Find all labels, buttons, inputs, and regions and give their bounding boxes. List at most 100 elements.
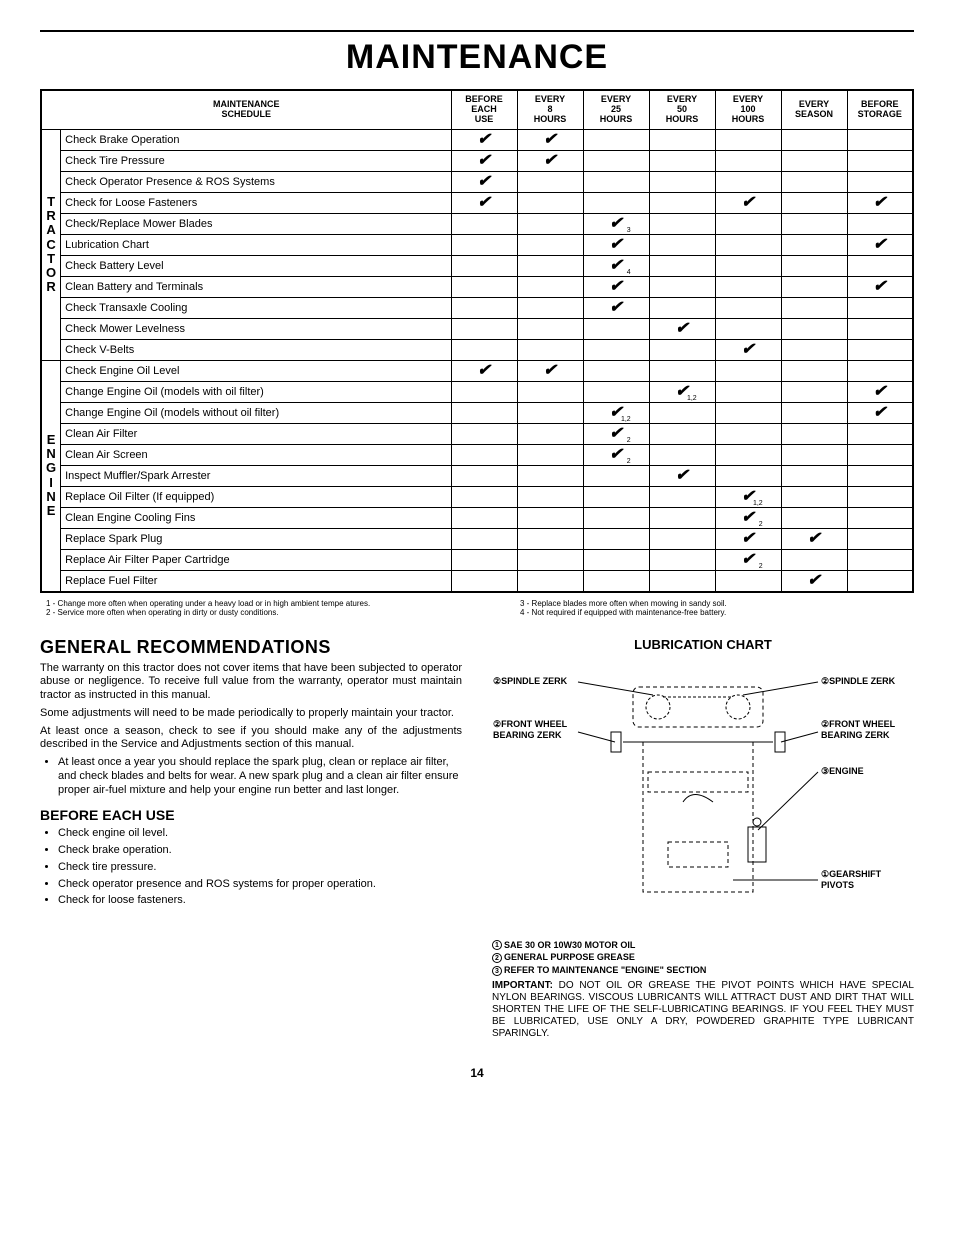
before-item: Check for loose fasteners. xyxy=(58,894,462,908)
gen-rec-bullet: At least once a year you should replace … xyxy=(58,756,462,797)
task-label: Replace Air Filter Paper Cartridge xyxy=(61,549,451,570)
task-label: Check Operator Presence & ROS Systems xyxy=(61,171,451,192)
schedule-cell xyxy=(517,213,583,234)
schedule-cell xyxy=(715,465,781,486)
schedule-cell xyxy=(451,465,517,486)
schedule-cell xyxy=(451,507,517,528)
col-every-100: EVERY100HOURS xyxy=(715,90,781,129)
schedule-cell: ✔2 xyxy=(715,549,781,570)
schedule-cell xyxy=(649,444,715,465)
schedule-cell: ✔1,2 xyxy=(715,486,781,507)
gen-rec-p3: At least once a season, check to see if … xyxy=(40,725,462,753)
schedule-cell xyxy=(451,339,517,360)
schedule-cell xyxy=(583,129,649,150)
schedule-cell xyxy=(649,528,715,549)
schedule-cell xyxy=(583,486,649,507)
schedule-cell xyxy=(451,570,517,592)
schedule-cell xyxy=(583,570,649,592)
schedule-cell xyxy=(649,192,715,213)
schedule-cell xyxy=(517,507,583,528)
footnote-4: 4 - Not required if equipped with mainte… xyxy=(520,608,914,617)
task-label: Check V-Belts xyxy=(61,339,451,360)
schedule-cell xyxy=(649,234,715,255)
schedule-cell xyxy=(649,171,715,192)
schedule-cell xyxy=(847,528,913,549)
schedule-cell: ✔ xyxy=(847,276,913,297)
schedule-cell xyxy=(517,423,583,444)
gen-rec-p2: Some adjustments will need to be made pe… xyxy=(40,707,462,721)
lubrication-diagram: ②SPINDLE ZERK ②SPINDLE ZERK ②FRONT WHEEL… xyxy=(493,662,913,932)
schedule-cell xyxy=(517,444,583,465)
schedule-cell: ✔ xyxy=(451,192,517,213)
schedule-cell xyxy=(715,234,781,255)
schedule-cell xyxy=(583,360,649,381)
schedule-cell xyxy=(847,360,913,381)
schedule-cell xyxy=(451,318,517,339)
schedule-cell xyxy=(649,150,715,171)
schedule-cell xyxy=(517,570,583,592)
col-every-8: EVERY8HOURS xyxy=(517,90,583,129)
schedule-cell xyxy=(781,465,847,486)
schedule-cell xyxy=(781,234,847,255)
schedule-cell xyxy=(847,423,913,444)
schedule-cell xyxy=(649,255,715,276)
task-label: Lubrication Chart xyxy=(61,234,451,255)
schedule-cell xyxy=(517,318,583,339)
schedule-cell xyxy=(583,465,649,486)
schedule-cell xyxy=(781,507,847,528)
category-engine: ENGINE xyxy=(41,360,61,592)
schedule-cell xyxy=(781,297,847,318)
before-list: Check engine oil level.Check brake opera… xyxy=(58,827,462,908)
schedule-cell xyxy=(781,381,847,402)
task-label: Change Engine Oil (models without oil fi… xyxy=(61,402,451,423)
svg-text:①GEARSHIFT: ①GEARSHIFT xyxy=(821,869,882,879)
schedule-cell xyxy=(781,549,847,570)
schedule-cell xyxy=(517,381,583,402)
task-label: Replace Spark Plug xyxy=(61,528,451,549)
schedule-cell xyxy=(781,318,847,339)
schedule-cell xyxy=(451,276,517,297)
schedule-cell: ✔ xyxy=(715,528,781,549)
schedule-cell xyxy=(451,486,517,507)
schedule-cell xyxy=(715,255,781,276)
task-label: Clean Engine Cooling Fins xyxy=(61,507,451,528)
schedule-cell xyxy=(451,234,517,255)
schedule-cell xyxy=(583,339,649,360)
schedule-cell xyxy=(781,486,847,507)
schedule-cell xyxy=(781,150,847,171)
schedule-cell xyxy=(781,402,847,423)
task-label: Clean Battery and Terminals xyxy=(61,276,451,297)
schedule-cell xyxy=(715,381,781,402)
schedule-cell: ✔2 xyxy=(583,444,649,465)
schedule-cell xyxy=(715,213,781,234)
svg-text:BEARING ZERK: BEARING ZERK xyxy=(821,730,890,740)
svg-text:BEARING ZERK: BEARING ZERK xyxy=(493,730,562,740)
task-label: Clean Air Filter xyxy=(61,423,451,444)
schedule-cell xyxy=(517,549,583,570)
schedule-cell: ✔ xyxy=(451,150,517,171)
schedule-cell xyxy=(781,423,847,444)
svg-text:②FRONT WHEEL: ②FRONT WHEEL xyxy=(493,719,568,729)
svg-text:③ENGINE: ③ENGINE xyxy=(821,766,864,776)
schedule-cell xyxy=(517,297,583,318)
task-label: Clean Air Screen xyxy=(61,444,451,465)
before-item: Check tire pressure. xyxy=(58,861,462,875)
left-column: GENERAL RECOMMENDATIONS The warranty on … xyxy=(40,629,462,1050)
schedule-cell xyxy=(517,171,583,192)
schedule-cell xyxy=(781,213,847,234)
col-every-season: EVERYSEASON xyxy=(781,90,847,129)
page-number: 14 xyxy=(40,1066,914,1080)
schedule-cell xyxy=(451,528,517,549)
schedule-cell: ✔ xyxy=(583,297,649,318)
schedule-cell xyxy=(715,171,781,192)
svg-text:②FRONT WHEEL: ②FRONT WHEEL xyxy=(821,719,896,729)
schedule-cell xyxy=(715,150,781,171)
schedule-cell xyxy=(451,402,517,423)
svg-text:②SPINDLE ZERK: ②SPINDLE ZERK xyxy=(821,676,896,686)
col-before-each-use: BEFOREEACHUSE xyxy=(451,90,517,129)
task-label: Check Brake Operation xyxy=(61,129,451,150)
schedule-cell xyxy=(847,318,913,339)
schedule-cell xyxy=(451,297,517,318)
footnote-2: 2 - Service more often when operating in… xyxy=(46,608,440,617)
schedule-cell xyxy=(715,402,781,423)
